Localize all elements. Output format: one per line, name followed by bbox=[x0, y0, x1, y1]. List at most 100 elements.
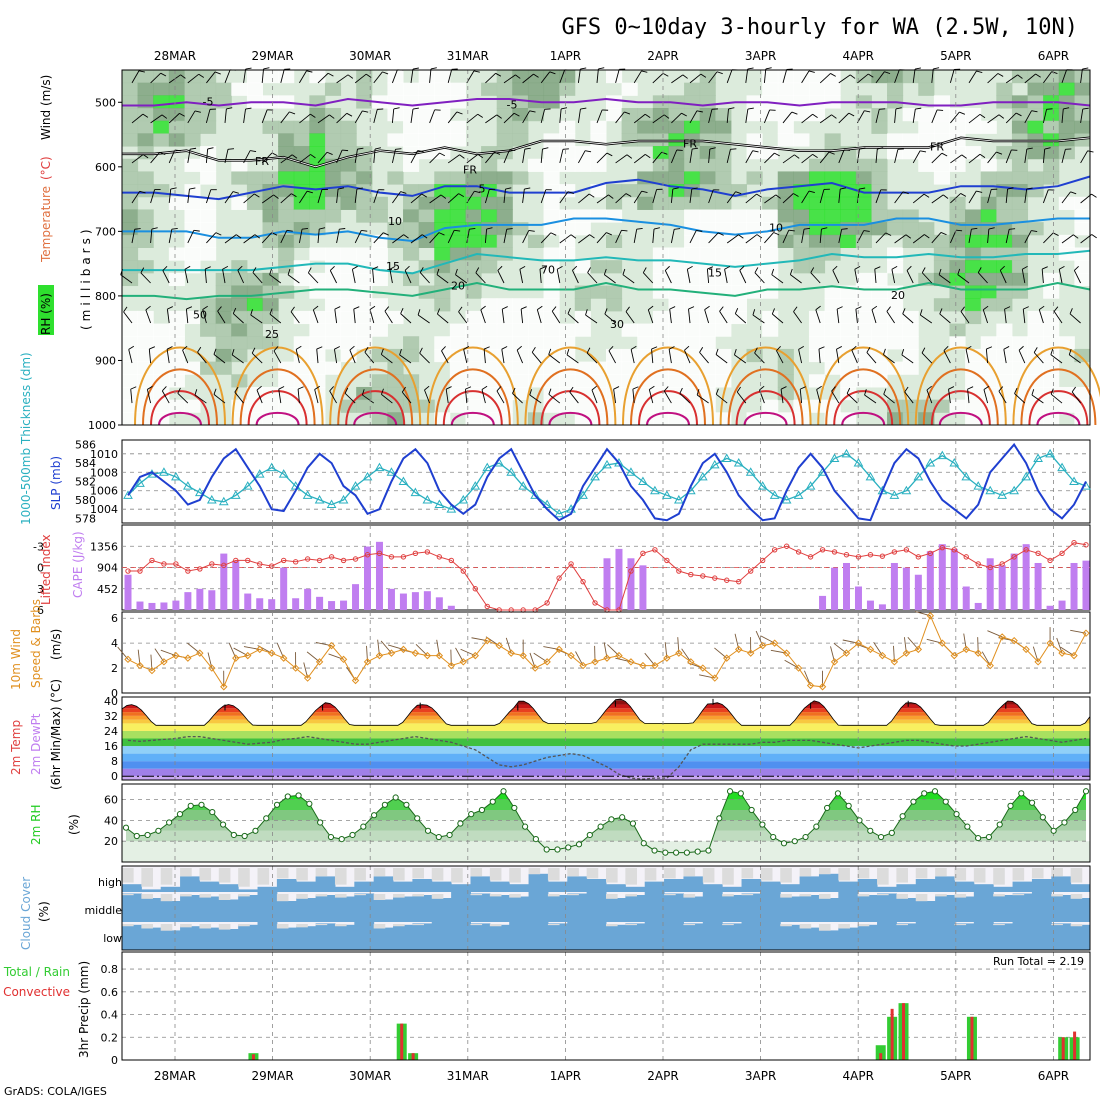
rh-cell bbox=[496, 323, 513, 337]
wind-barb bbox=[608, 350, 616, 364]
rh-cell bbox=[590, 374, 607, 388]
rh-marker bbox=[187, 802, 194, 809]
bottom-date-label: 28MAR bbox=[154, 1069, 196, 1083]
wind-barb-flag bbox=[160, 72, 167, 77]
cloud-gap bbox=[799, 868, 812, 877]
rh-cell bbox=[699, 285, 716, 299]
thickness-marker bbox=[997, 490, 1008, 499]
cape-bar bbox=[938, 544, 946, 610]
wind-barb bbox=[921, 352, 933, 364]
wind-barb bbox=[354, 149, 358, 164]
rh-cell bbox=[215, 298, 232, 312]
cloud-cell bbox=[644, 881, 665, 892]
wind-barb-flag bbox=[190, 147, 197, 150]
isotherm-lobe bbox=[930, 390, 991, 426]
temp-ylabel-1: 2m Temp bbox=[9, 720, 23, 775]
wind-barb bbox=[298, 229, 303, 244]
rh-marker bbox=[554, 846, 561, 853]
wind-barb bbox=[333, 349, 338, 364]
rh-band bbox=[126, 791, 1086, 800]
cape-ylabels: Lifted Index CAPE (J/kg) bbox=[39, 531, 85, 605]
wind-barb bbox=[715, 354, 728, 364]
rh-cell bbox=[262, 285, 279, 299]
wind-barb bbox=[586, 352, 598, 364]
cloud-gap bbox=[1051, 868, 1063, 877]
wind-barb bbox=[329, 390, 337, 404]
rh-cell bbox=[902, 336, 919, 350]
isotherm-lobe bbox=[532, 368, 609, 426]
thickness-marker bbox=[709, 459, 720, 469]
rh-cell bbox=[574, 209, 591, 223]
rh-cell bbox=[137, 412, 154, 426]
wind-barb-flag bbox=[134, 228, 141, 230]
rh-cell bbox=[637, 196, 654, 210]
rh-cell bbox=[481, 209, 498, 223]
cloud-cell bbox=[625, 923, 646, 950]
li-tick-label: 0 bbox=[37, 562, 44, 575]
wind-barb-flag bbox=[250, 150, 257, 153]
rh-cell bbox=[777, 108, 794, 122]
cloud-cell bbox=[857, 895, 878, 922]
isotherm-lobe bbox=[817, 346, 910, 426]
rh-cell bbox=[902, 133, 919, 147]
wind-barb-flag bbox=[566, 349, 570, 356]
rh-cell bbox=[168, 95, 185, 109]
wind-barb-flag bbox=[123, 306, 128, 313]
wind-barb bbox=[540, 232, 552, 244]
wind-marker bbox=[351, 676, 360, 685]
cloud-ylabel-2: (%) bbox=[37, 901, 51, 922]
wind-barb bbox=[998, 390, 1007, 404]
wind-barb-flag bbox=[389, 265, 396, 270]
cape-tick-label: 904 bbox=[97, 562, 118, 575]
wind-barb-flag bbox=[400, 191, 407, 194]
cloud-cell bbox=[896, 898, 917, 922]
cloud-cell bbox=[431, 922, 452, 950]
rh-cell bbox=[356, 196, 373, 210]
wind-barb-flag bbox=[608, 346, 614, 352]
wind-barb-flag bbox=[919, 309, 923, 316]
wind-marker bbox=[974, 649, 982, 657]
wind-barb bbox=[299, 154, 311, 164]
wind-barb-flag bbox=[286, 229, 293, 232]
wind-barb bbox=[419, 272, 430, 284]
wind-barb bbox=[719, 311, 728, 324]
wind-barb bbox=[120, 274, 133, 284]
wind-barb bbox=[689, 73, 702, 84]
rh-cell bbox=[215, 272, 232, 287]
wind-barb bbox=[548, 354, 561, 364]
wind-barb bbox=[187, 149, 191, 164]
rh-cell bbox=[309, 336, 326, 350]
wind-barb-flag bbox=[515, 74, 521, 79]
li-marker bbox=[400, 554, 407, 560]
cloud-gap bbox=[838, 924, 850, 929]
rh-cell bbox=[1027, 120, 1044, 134]
cloud-cell bbox=[489, 895, 510, 922]
rh-cell bbox=[293, 260, 310, 274]
rh-marker bbox=[586, 831, 593, 839]
rh-cell bbox=[949, 323, 966, 337]
wind-barb bbox=[362, 394, 375, 404]
precip-tick-label: 0.8 bbox=[101, 963, 119, 976]
wind-barb-flag bbox=[793, 306, 798, 312]
wind-barb bbox=[739, 270, 747, 284]
cloud-cell bbox=[141, 898, 162, 922]
rh-cell bbox=[637, 336, 654, 350]
wind-barb bbox=[771, 274, 784, 284]
rh-marker bbox=[737, 790, 744, 797]
rh-cell bbox=[699, 386, 716, 401]
wind-barb-flag bbox=[883, 348, 886, 355]
cloud-gap bbox=[393, 868, 405, 881]
wind-barb bbox=[559, 191, 569, 204]
wind-barb-flag bbox=[215, 232, 222, 236]
isotherm-lobe bbox=[622, 346, 714, 426]
wind-barb bbox=[875, 232, 887, 244]
wind-barb bbox=[168, 229, 173, 244]
rh-cell bbox=[574, 310, 591, 325]
rh-cell bbox=[200, 171, 217, 185]
rh-cell bbox=[762, 272, 779, 287]
wind-barb bbox=[280, 111, 290, 124]
li-marker bbox=[460, 568, 466, 574]
rh-cell bbox=[652, 285, 669, 299]
thickness-marker bbox=[422, 494, 433, 504]
wind-barb-flag bbox=[864, 389, 867, 396]
